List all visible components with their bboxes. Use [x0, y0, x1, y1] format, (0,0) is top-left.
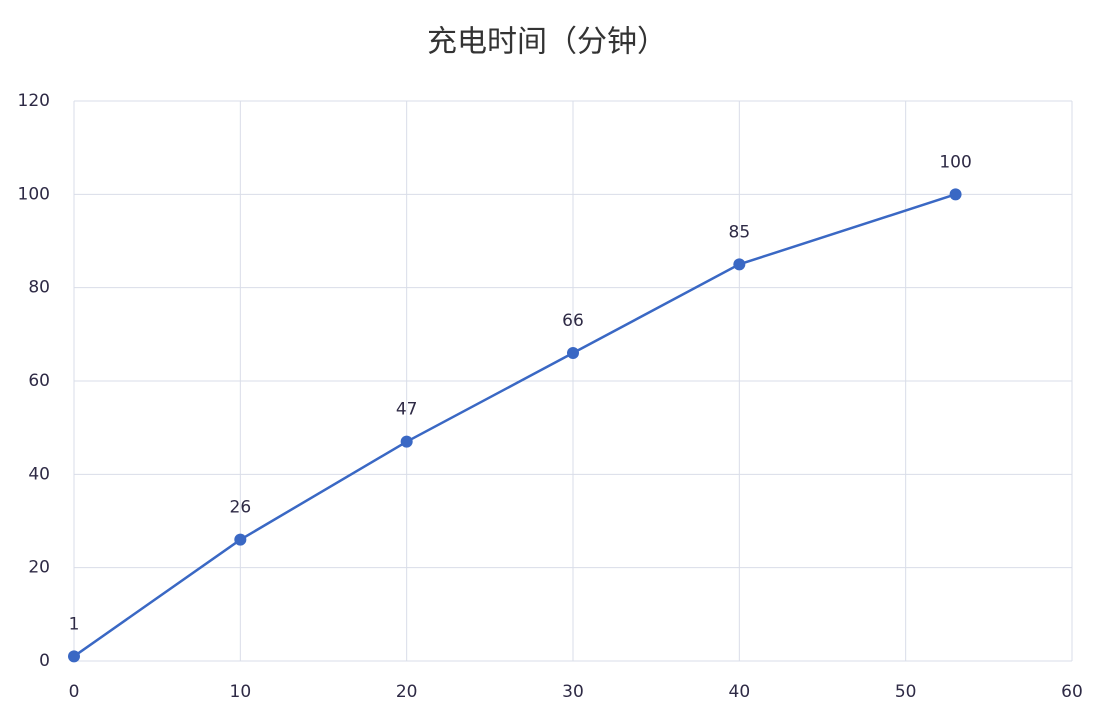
x-tick-label: 60	[1061, 682, 1083, 702]
y-tick-label: 80	[28, 278, 50, 298]
x-tick-label: 20	[396, 682, 418, 702]
y-tick-label: 20	[28, 558, 50, 578]
x-tick-label: 40	[729, 682, 751, 702]
data-label: 85	[729, 222, 751, 242]
data-point	[733, 258, 746, 271]
chart-title: 充电时间（分钟）	[427, 25, 667, 60]
data-label: 26	[230, 498, 252, 518]
x-tick-label: 10	[230, 682, 252, 702]
x-tick-label: 30	[562, 682, 584, 702]
data-point	[68, 650, 80, 663]
y-tick-label: 120	[18, 91, 50, 111]
y-tick-label: 60	[28, 371, 50, 391]
data-point	[234, 533, 247, 546]
data-point	[400, 435, 413, 448]
data-label: 1	[69, 614, 80, 634]
data-label: 66	[562, 311, 584, 331]
data-label: 100	[939, 152, 971, 172]
data-point	[567, 347, 579, 359]
x-tick-label: 50	[895, 682, 917, 702]
data-label: 47	[396, 400, 418, 420]
data-line	[73, 193, 956, 658]
x-tick-label: 0	[69, 682, 80, 702]
y-tick-label: 100	[18, 184, 50, 204]
data-point	[949, 188, 962, 201]
y-tick-label: 40	[28, 464, 50, 484]
y-tick-label: 0	[39, 651, 50, 671]
